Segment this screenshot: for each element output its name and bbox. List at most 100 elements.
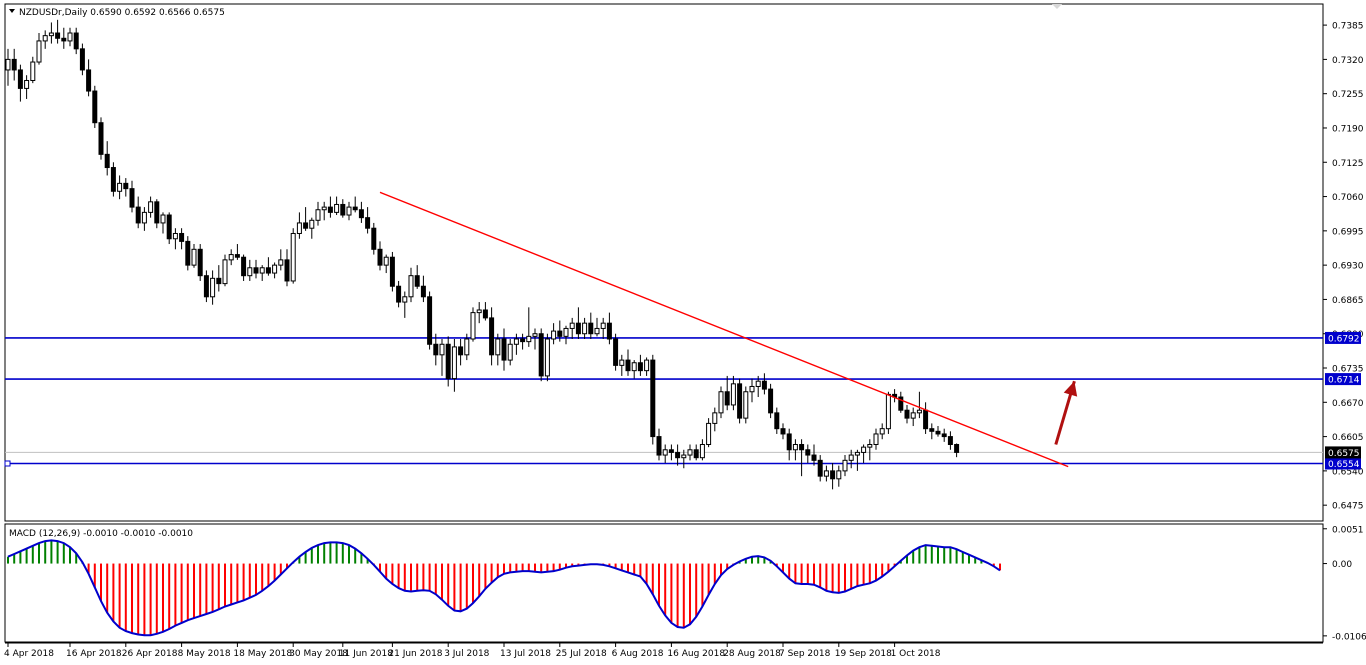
candle-body: [191, 248, 197, 266]
candle-body: [228, 254, 234, 261]
candle-body: [805, 449, 811, 456]
candle-body: [408, 275, 414, 298]
candle-body: [123, 182, 129, 190]
y-tick-label: 0.7385: [1332, 22, 1364, 32]
candle-body: [247, 267, 253, 277]
x-tick-label: 26 Apr 2018: [122, 649, 178, 659]
x-tick-label: 13 Jul 2018: [500, 649, 551, 659]
candle-body: [135, 206, 141, 224]
candle-body: [284, 259, 290, 282]
chart-title: NZDUSDr,Daily 0.6590 0.6592 0.6566 0.657…: [19, 8, 225, 18]
candle-body: [98, 122, 104, 155]
candle-body: [129, 188, 135, 208]
current-price-tag-bg: [1325, 446, 1361, 459]
candle-body: [712, 412, 718, 424]
candle-body: [420, 285, 426, 298]
candle-body: [780, 428, 786, 435]
candle-body: [582, 322, 588, 335]
candle-body: [110, 167, 116, 192]
candle-body: [464, 338, 470, 356]
x-tick-label: 25 Jul 2018: [556, 649, 607, 659]
candle-body: [761, 380, 767, 390]
y-tick-label: 0.6540: [1332, 467, 1364, 477]
candle-body: [79, 48, 85, 71]
candle-body: [172, 232, 178, 240]
candle-body: [61, 37, 67, 42]
candle-body: [749, 385, 755, 393]
candle-body: [197, 248, 203, 277]
candle-body: [551, 330, 557, 340]
candle-body: [179, 232, 185, 242]
macd-pane-frame: [4, 523, 1324, 643]
y-tick-label: 0.7060: [1332, 193, 1364, 203]
candle-body: [24, 79, 30, 89]
x-tick-label: 19 Sep 2018: [835, 649, 892, 659]
candle-body: [724, 391, 730, 406]
y-tick-label: 0.7190: [1332, 124, 1364, 134]
x-tick-label: 11 Jun 2018: [339, 649, 393, 659]
level-price-tag-bg: [1325, 331, 1361, 344]
candle-body: [675, 451, 681, 459]
candle-body: [668, 449, 674, 453]
candle-body: [501, 338, 507, 361]
x-tick-label: 28 Aug 2018: [723, 649, 781, 659]
level-price-tag-bg: [1325, 457, 1361, 470]
candle-body: [619, 359, 625, 366]
candle-body: [296, 222, 302, 234]
y-tick-label: 0.6995: [1332, 227, 1364, 237]
candle-body: [544, 338, 550, 377]
candle-body: [389, 256, 395, 287]
candle-body: [259, 267, 265, 274]
candle-body: [823, 470, 829, 477]
level-handle: [4, 460, 11, 467]
candle-body: [166, 214, 172, 240]
candle-body: [557, 330, 563, 337]
macd-y-tick-label: 0.00: [1332, 560, 1352, 570]
y-tick-label: 0.6670: [1332, 399, 1364, 409]
candle-body: [532, 333, 538, 337]
candle-body: [768, 388, 774, 414]
candle-body: [365, 217, 371, 229]
candle-body: [637, 362, 643, 372]
candle-body: [272, 264, 278, 274]
candle-body: [352, 206, 358, 211]
x-tick-label: 1 Oct 2018: [891, 649, 941, 659]
x-tick-label: 16 Aug 2018: [667, 649, 725, 659]
macd-y-tick-label: -0.0106: [1332, 632, 1366, 642]
macd-y-tick-label: 0.0051: [1332, 525, 1364, 535]
candle-body: [774, 412, 780, 430]
candle-body: [92, 90, 98, 124]
candle-body: [371, 227, 377, 250]
candle-body: [222, 259, 228, 285]
level-price-tag-bg: [1325, 373, 1361, 386]
candle-body: [606, 322, 612, 340]
y-tick-label: 0.6735: [1332, 365, 1364, 375]
candle-body: [377, 248, 383, 266]
candle-body: [154, 201, 160, 224]
candle-body: [842, 459, 848, 472]
candle-body: [30, 61, 36, 81]
candle-body: [439, 343, 445, 356]
candle-body: [86, 69, 92, 92]
candle-body: [687, 449, 693, 456]
candle-body: [811, 454, 817, 461]
y-tick-label: 0.6475: [1332, 502, 1364, 512]
candle-body: [303, 222, 309, 229]
candle-body: [278, 259, 284, 266]
candle-body: [681, 454, 687, 459]
y-tick-label: 0.6605: [1332, 433, 1364, 443]
candle-body: [569, 322, 575, 329]
candle-body: [910, 412, 916, 419]
candle-body: [538, 333, 544, 377]
candle-body: [5, 58, 11, 71]
trendline: [379, 191, 1069, 468]
candle-body: [737, 383, 743, 419]
candle-body: [458, 346, 464, 356]
level-price-tag: 0.6714: [1328, 376, 1360, 386]
candle-body: [476, 309, 482, 314]
candle-body: [507, 343, 513, 361]
candle-body: [718, 391, 724, 414]
x-tick-label: 30 May 2018: [289, 649, 348, 659]
candle-body: [265, 267, 271, 274]
